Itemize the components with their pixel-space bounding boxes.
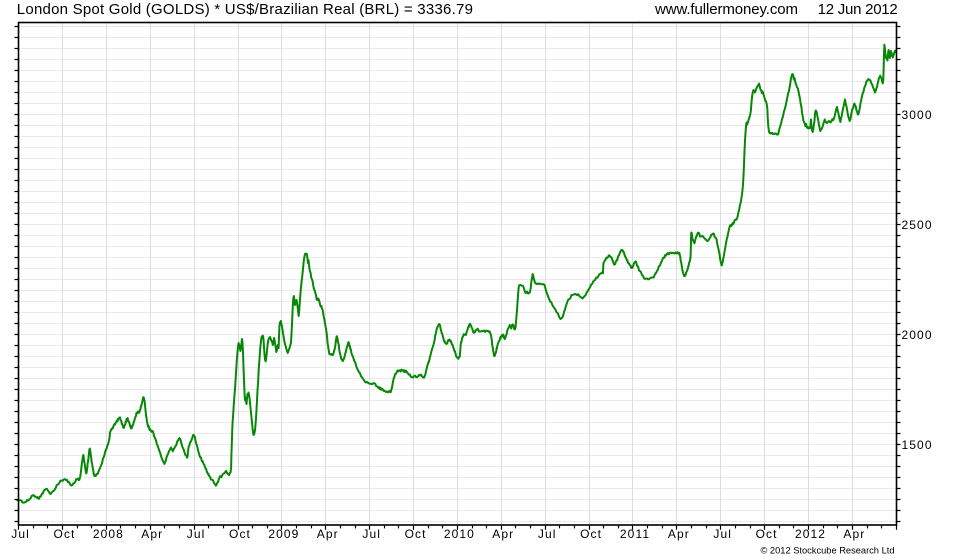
svg-text:2012: 2012 [795,527,826,541]
svg-text:2010: 2010 [444,527,475,541]
svg-text:2011: 2011 [620,527,650,541]
svg-text:© 2012 Stockcube Research Ltd: © 2012 Stockcube Research Ltd [761,546,895,556]
svg-text:Jul: Jul [187,527,206,541]
svg-text:2000: 2000 [902,328,933,342]
svg-text:Jul: Jul [362,527,381,541]
svg-text:Apr: Apr [668,527,690,541]
svg-text:Oct: Oct [756,527,778,541]
svg-text:Apr: Apr [141,527,163,541]
svg-text:Jul: Jul [713,527,732,541]
svg-text:2008: 2008 [93,527,124,541]
svg-text:Apr: Apr [317,527,339,541]
svg-text:1500: 1500 [902,438,933,452]
svg-text:Apr: Apr [492,527,514,541]
svg-text:2009: 2009 [268,527,299,541]
svg-text:12 Jun 2012: 12 Jun 2012 [818,1,898,18]
svg-text:www.fullermoney.com: www.fullermoney.com [654,1,798,18]
svg-text:Oct: Oct [229,527,251,541]
svg-text:Oct: Oct [54,527,76,541]
svg-text:Oct: Oct [580,527,602,541]
svg-text:Jul: Jul [11,527,30,541]
svg-text:2500: 2500 [902,218,933,232]
svg-text:Oct: Oct [405,527,427,541]
svg-text:Apr: Apr [843,527,865,541]
svg-text:3000: 3000 [902,108,933,122]
svg-text:Jul: Jul [538,527,557,541]
svg-text:London Spot Gold (GOLDS) * US$: London Spot Gold (GOLDS) * US$/Brazilian… [17,1,473,18]
